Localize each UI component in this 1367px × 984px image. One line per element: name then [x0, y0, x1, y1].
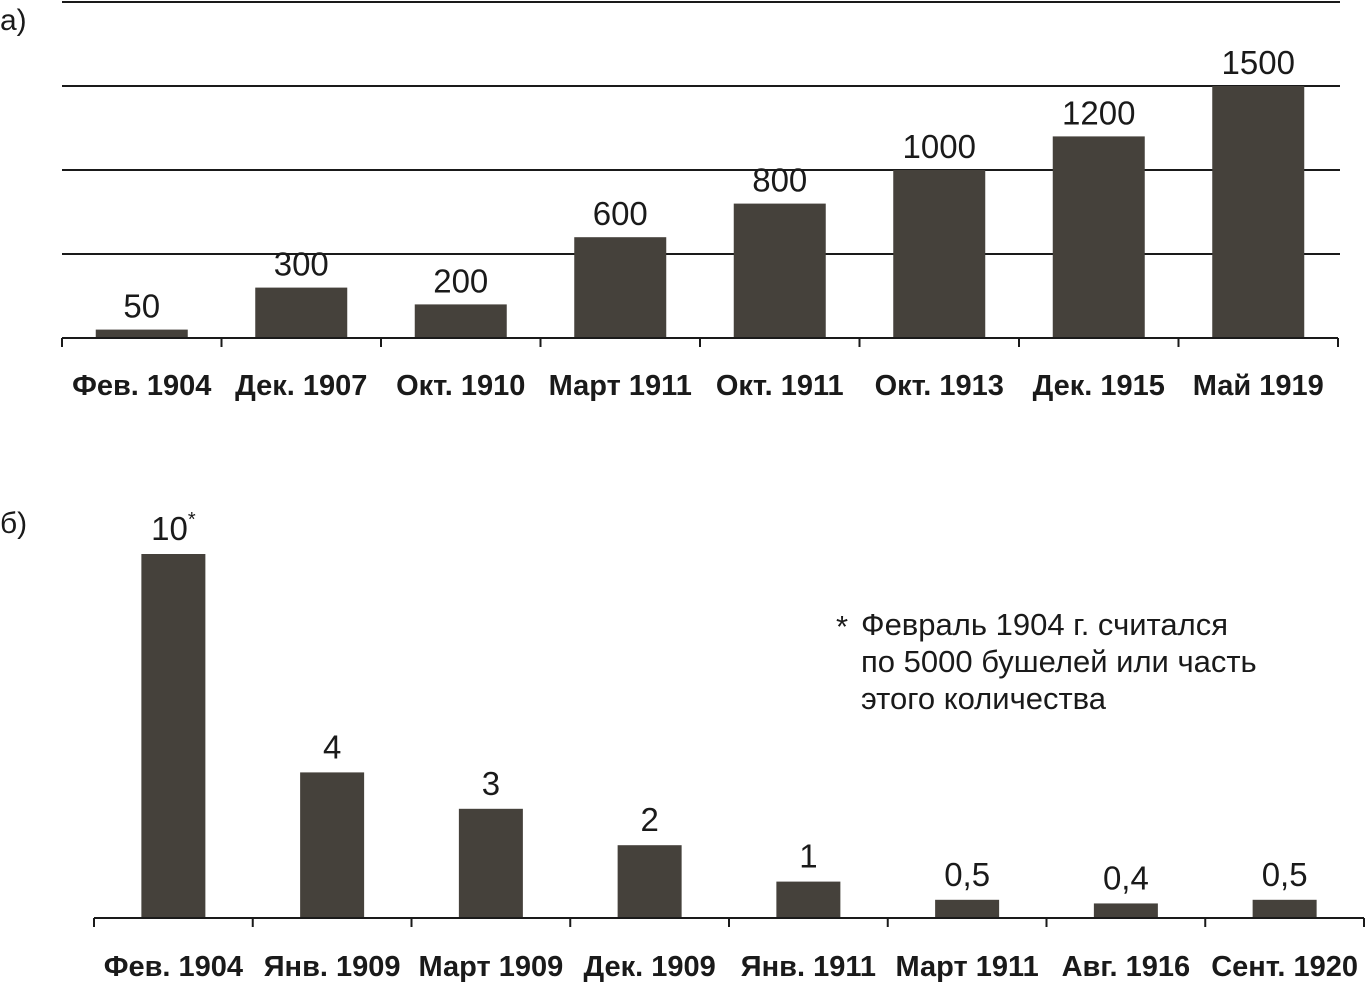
bar — [1212, 86, 1305, 338]
footnote-mark: * — [836, 609, 848, 644]
bar — [458, 808, 523, 918]
value-labels: 10* 4 3 2 1 0,5 0,4 0,5 — [151, 509, 1307, 896]
x-tick-labels: Фев. 1904 Дек. 1907 Окт. 1910 Март 1911 Окт.… — [72, 370, 1324, 402]
x-tick-label: Авг. 1916 — [1062, 951, 1191, 983]
bar — [733, 203, 826, 338]
data-label: 4 — [323, 728, 341, 765]
bar — [1093, 903, 1158, 918]
chart-panel-b: б) 10* 4 3 2 1 0,5 0,4 0,5 Фев. 1904 Янв. 1909 Ма… — [0, 507, 1365, 983]
data-label: 200 — [433, 262, 488, 299]
x-tick-label: Фев. 1904 — [104, 951, 243, 983]
x-tick-label: Окт. 1910 — [396, 370, 525, 402]
data-label: 600 — [593, 195, 648, 232]
data-label: 10* — [151, 509, 196, 547]
x-tick-label: Янв. 1911 — [741, 951, 876, 983]
panel-label-a: а) — [0, 4, 27, 37]
x-tick-label: Янв. 1909 — [264, 951, 401, 983]
bar — [1252, 899, 1317, 918]
bars — [141, 554, 1317, 918]
data-label: 0,4 — [1103, 859, 1149, 896]
footnote-line-1: Февраль 1904 г. считался — [861, 607, 1228, 642]
panel-label-b: б) — [0, 507, 27, 540]
bar — [617, 845, 682, 918]
x-tick-label: Фев. 1904 — [72, 370, 211, 402]
x-tick-labels: Фев. 1904 Янв. 1909 Март 1909 Дек. 1909 Янв.… — [104, 951, 1358, 983]
footnote-line-3: этого количества — [861, 681, 1107, 716]
x-tick-label: Окт. 1911 — [716, 370, 844, 402]
data-label: 800 — [752, 162, 807, 199]
x-tick-label: Март 1909 — [419, 951, 564, 983]
bar — [776, 881, 841, 918]
gridlines — [62, 1, 1340, 255]
x-tick-label: Дек. 1915 — [1033, 370, 1165, 402]
x-axis — [61, 337, 1339, 347]
x-tick-label: Март 1911 — [896, 951, 1039, 983]
chart-panel-a: а) 50 300 200 600 800 1000 1200 1500 Фев. 1904 Д… — [0, 1, 1340, 402]
bars — [95, 86, 1305, 338]
bar — [414, 304, 507, 338]
data-label: 1000 — [903, 128, 976, 165]
footnote-marker: * — [188, 509, 196, 531]
bar — [255, 287, 348, 338]
x-tick-label: Дек. 1907 — [235, 370, 367, 402]
data-label: 300 — [274, 246, 329, 283]
bar — [95, 329, 188, 338]
data-label: 1200 — [1062, 94, 1135, 131]
bar — [893, 170, 986, 338]
bar — [574, 237, 667, 338]
data-label: 1 — [799, 838, 817, 875]
x-tick-label: Март 1911 — [549, 370, 692, 402]
bar — [141, 554, 206, 918]
data-label: 0,5 — [1262, 856, 1308, 893]
data-label: 3 — [482, 765, 500, 802]
x-tick-label: Дек. 1909 — [583, 951, 715, 983]
footnote: * Февраль 1904 г. считался по 5000 бушел… — [836, 607, 1257, 716]
bar — [1052, 136, 1145, 338]
bar — [935, 899, 1000, 918]
x-tick-label: Окт. 1913 — [875, 370, 1004, 402]
data-label: 1500 — [1222, 44, 1295, 81]
bar — [300, 772, 365, 918]
data-label: 0,5 — [944, 856, 990, 893]
x-axis — [93, 917, 1365, 927]
data-label: 2 — [640, 801, 658, 838]
data-label: 50 — [123, 288, 160, 325]
value-labels: 50 300 200 600 800 1000 1200 1500 — [123, 44, 1295, 325]
footnote-line-2: по 5000 бушелей или часть — [861, 644, 1257, 679]
x-tick-label: Май 1919 — [1193, 370, 1324, 402]
x-tick-label: Сент. 1920 — [1211, 951, 1358, 983]
